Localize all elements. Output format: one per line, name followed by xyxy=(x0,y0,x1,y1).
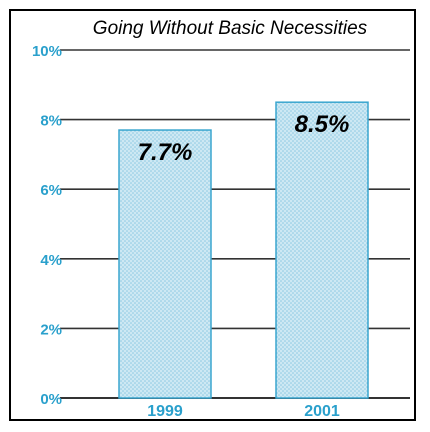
bar-2001 xyxy=(275,101,369,399)
data-label: 7.7% xyxy=(138,139,193,166)
data-labels: 7.7% 8.5% xyxy=(138,111,350,166)
y-tick-label: 2% xyxy=(40,321,62,338)
y-tick-label: 10% xyxy=(32,43,62,60)
y-tick-label: 8% xyxy=(40,113,62,130)
bars xyxy=(118,101,369,399)
x-tick-label: 2001 xyxy=(304,403,340,420)
x-tick-labels: 1999 2001 xyxy=(147,403,340,420)
y-tick-labels: 0% 2% 4% 6% 8% 10% xyxy=(32,43,62,408)
bar-1999 xyxy=(118,129,212,399)
x-tick-label: 1999 xyxy=(147,403,183,420)
y-tick-label: 0% xyxy=(40,391,62,408)
y-tick-label: 6% xyxy=(40,182,62,199)
data-label: 8.5% xyxy=(295,111,350,138)
chart-title: Going Without Basic Necessities xyxy=(93,18,368,39)
chart-frame xyxy=(9,9,416,421)
y-tick-label: 4% xyxy=(40,252,62,269)
